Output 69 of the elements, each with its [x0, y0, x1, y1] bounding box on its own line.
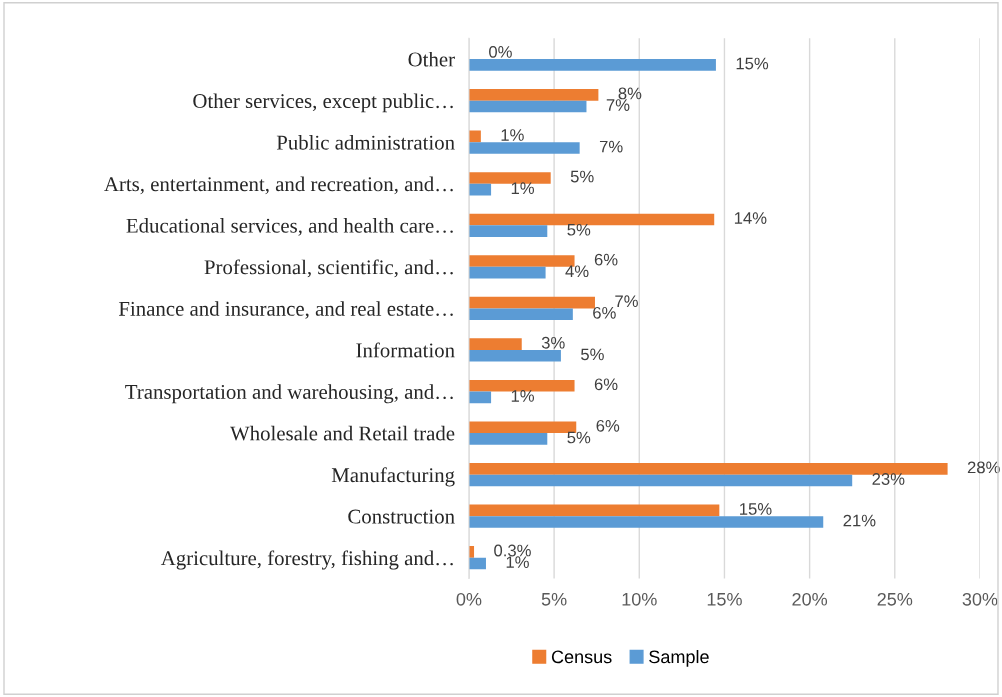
data-label: 23% — [872, 473, 905, 485]
bar — [468, 225, 548, 237]
bar — [468, 433, 548, 445]
bar — [468, 59, 716, 71]
data-label: 4% — [565, 265, 589, 278]
y-tick-label: Transportation and warehousing, and… — [125, 384, 453, 404]
data-label: 7% — [606, 99, 630, 111]
bar — [468, 504, 720, 517]
data-label: 7% — [615, 295, 638, 308]
data-label: 1% — [511, 390, 535, 402]
bar — [468, 266, 546, 279]
data-label: 7% — [599, 140, 623, 153]
legend-label: Census — [551, 650, 612, 664]
x-tick-label: 15% — [707, 592, 742, 606]
y-tick-label: Other — [408, 51, 455, 67]
data-label: 1% — [506, 556, 529, 568]
data-label: 5% — [567, 431, 591, 444]
bar — [468, 391, 492, 404]
y-tick-label: Arts, entertainment, and recreation, and… — [104, 176, 453, 195]
data-label: 1% — [501, 129, 524, 141]
y-tick-label: Construction — [348, 509, 455, 524]
data-label: 28% — [967, 461, 1000, 474]
bar — [468, 338, 522, 350]
bar — [468, 213, 715, 226]
bar — [468, 308, 573, 321]
bar — [468, 172, 551, 184]
data-label: 6% — [593, 306, 616, 319]
x-tick-label: 25% — [877, 592, 913, 606]
x-tick-label: 0% — [456, 592, 482, 606]
data-label: 8% — [618, 87, 642, 100]
y-tick-label: Other services, except public… — [193, 93, 453, 113]
y-tick-label: Public administration — [276, 134, 455, 150]
data-label: 0.3% — [494, 544, 531, 557]
data-label: 6% — [596, 419, 620, 432]
bar — [468, 349, 561, 362]
bar — [468, 89, 599, 101]
x-tick-label: 5% — [541, 592, 567, 606]
bar — [468, 255, 575, 267]
y-tick-label: Manufacturing — [331, 467, 455, 487]
data-label: 6% — [594, 378, 618, 391]
data-label: 1% — [511, 182, 535, 194]
bar — [468, 183, 492, 196]
bar — [468, 100, 587, 113]
data-label: 5% — [581, 348, 604, 361]
y-tick-label: Educational services, and health care… — [126, 218, 453, 236]
y-tick-label: Finance and insurance, and real estate… — [118, 301, 453, 319]
data-label: 5% — [570, 170, 594, 183]
data-label: 6% — [594, 253, 618, 266]
y-tick-label: Information — [356, 342, 455, 358]
data-label: 14% — [734, 212, 767, 224]
bar — [468, 296, 595, 309]
data-label: 0% — [489, 45, 512, 58]
data-label: 5% — [567, 223, 591, 236]
bar — [468, 516, 824, 528]
x-tick-label: 30% — [962, 592, 998, 606]
bar — [468, 142, 580, 154]
data-label: 21% — [843, 514, 876, 527]
y-tick-label: Professional, scientific, and… — [204, 259, 453, 278]
bar — [468, 379, 575, 392]
bar — [468, 474, 853, 487]
x-tick-label: 10% — [622, 592, 657, 606]
legend-label: Sample — [649, 649, 709, 667]
bar — [468, 463, 948, 475]
data-label: 15% — [736, 57, 769, 70]
y-tick-label: Wholesale and Retail trade — [230, 425, 455, 441]
x-tick-label: 20% — [792, 592, 828, 606]
data-label: 3% — [541, 336, 565, 349]
y-tick-label: Agriculture, forestry, fishing and… — [160, 550, 453, 570]
data-label: 15% — [740, 503, 772, 515]
